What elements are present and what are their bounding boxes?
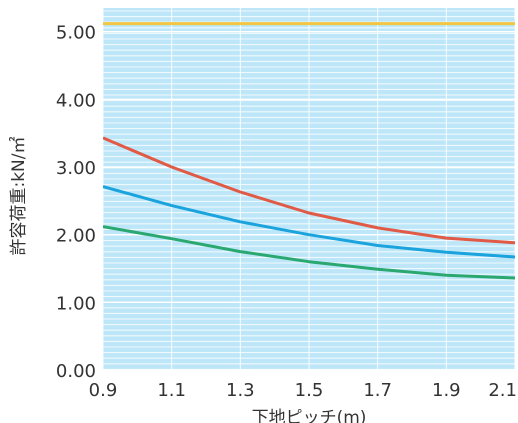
x-tick-label: 1.9 [432,380,461,401]
series-lines [103,22,515,280]
grid-lines [102,8,516,371]
x-axis-title: 下地ピッチ(m) [252,408,367,423]
y-tick-label: 3.00 [56,158,96,179]
x-tick-label: 1.5 [295,380,324,401]
series-line-4 [103,225,515,280]
x-tick-label: 0.9 [89,380,118,401]
y-axis-title: 許容荷重:kN/㎡ [9,136,29,255]
x-tick-label: 1.7 [363,380,392,401]
y-tick-label: 5.00 [56,23,96,44]
series-line-2 [103,136,515,245]
x-tick-label: 1.3 [226,380,255,401]
y-tick-labels: 0.00 1.00 2.00 3.00 4.00 5.00 [56,23,96,382]
x-tick-label: 2.1 [488,380,517,401]
series-line-3 [103,185,515,259]
y-tick-label: 2.00 [56,226,96,247]
x-tick-label: 1.1 [157,380,186,401]
y-tick-label: 4.00 [56,90,96,111]
x-tick-labels: 0.9 1.1 1.3 1.5 1.7 1.9 2.1 [89,380,517,401]
y-tick-label: 0.00 [56,361,96,382]
y-tick-label: 1.00 [56,293,96,314]
